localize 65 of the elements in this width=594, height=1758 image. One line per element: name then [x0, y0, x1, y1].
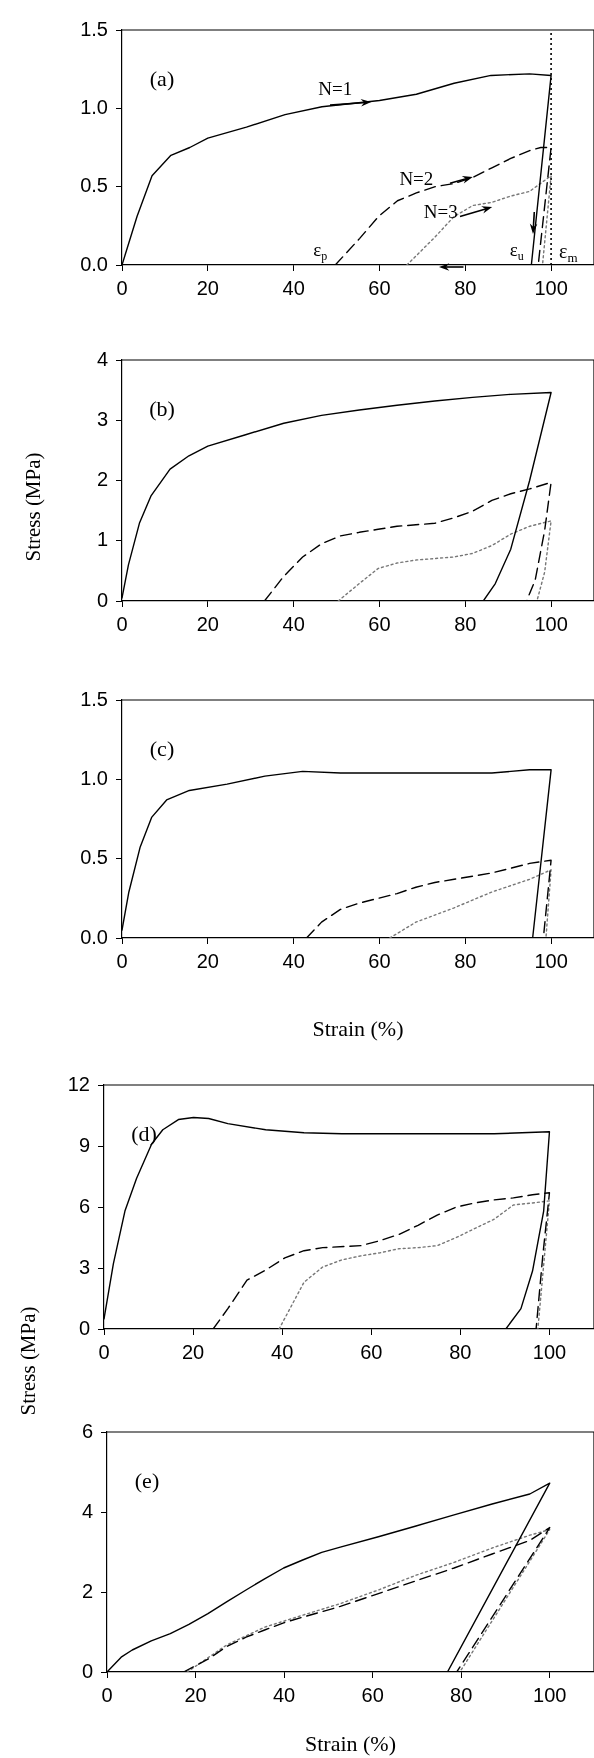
x-tick-label: 40: [282, 612, 305, 635]
y-tick-label: 0.0: [80, 925, 108, 948]
text: (d): [131, 1120, 157, 1146]
x-tick-label: 20: [196, 949, 219, 972]
line-series: [278, 1200, 551, 1329]
x-tick-label: 20: [184, 1683, 207, 1706]
x-tick-label: 20: [196, 612, 219, 635]
y-tick-label: 3: [78, 1255, 90, 1278]
x-tick-label: 100: [533, 1683, 567, 1706]
y-tick-label: 0: [96, 588, 108, 611]
y-tick-label: 0.5: [80, 846, 108, 869]
x-tick-label: 20: [196, 276, 219, 299]
x-tick-label: 40: [282, 949, 305, 972]
x-tick-label: 0: [116, 276, 128, 299]
x-tick-label: 100: [534, 949, 568, 972]
y-tick-label: 1.0: [80, 95, 108, 118]
line-series: [389, 869, 552, 938]
x-tick-label: 60: [360, 1340, 383, 1363]
text: (b): [149, 395, 175, 421]
x-tick-label: 80: [449, 1340, 472, 1363]
y-tick-label: 0.0: [80, 252, 108, 275]
y-tick-label: 0: [78, 1316, 90, 1339]
y-tick-label: 4: [96, 347, 108, 370]
y-tick-label: 4: [81, 1499, 93, 1522]
y-tick-label: 2: [81, 1579, 93, 1602]
x-tick-label: 0: [116, 612, 128, 635]
line-series: [337, 520, 552, 601]
annotation: N=3: [423, 201, 458, 223]
y-tick-label: 12: [67, 1072, 90, 1095]
y-axis-title: Stress (MPa): [20, 452, 46, 562]
x-tick-label: 80: [454, 276, 477, 299]
x-tick-label: 60: [368, 949, 391, 972]
x-tick-label: 80: [454, 949, 477, 972]
x-tick-label: 60: [361, 1683, 384, 1706]
x-tick-label: 40: [282, 276, 305, 299]
text: (e): [134, 1467, 160, 1493]
y-tick-label: 6: [78, 1194, 90, 1217]
x-tick-label: 80: [450, 1683, 473, 1706]
y-tick-label: 1.0: [80, 766, 108, 789]
y-tick-label: 9: [78, 1133, 90, 1156]
y-tick-label: 6: [81, 1419, 93, 1442]
x-tick-label: 80: [454, 612, 477, 635]
x-axis-title: Strain (%): [304, 1730, 397, 1756]
x-tick-label: 100: [534, 276, 568, 299]
x-tick-label: 20: [181, 1340, 205, 1363]
text: (c): [149, 735, 175, 761]
annotation: N=2: [399, 168, 434, 190]
y-tick-label: 0.5: [80, 174, 108, 197]
x-tick-label: 100: [532, 1340, 567, 1363]
x-tick-label: 0: [116, 949, 128, 972]
x-tick-label: 60: [368, 276, 391, 299]
x-tick-label: 60: [368, 612, 391, 635]
y-tick-label: 1.5: [80, 687, 108, 710]
x-axis-title: Strain (%): [312, 1015, 404, 1041]
x-tick-label: 40: [271, 1340, 294, 1363]
y-tick-label: 1: [96, 528, 108, 551]
x-tick-label: 40: [272, 1683, 296, 1706]
annotation: N=1: [318, 77, 353, 99]
y-tick-label: 2: [96, 468, 108, 491]
x-tick-label: 100: [534, 612, 568, 635]
y-tick-label: 1.5: [80, 17, 108, 40]
text: (a): [149, 65, 175, 91]
y-axis-title: Stress (MPa): [15, 1306, 41, 1416]
y-tick-label: 3: [96, 407, 108, 430]
y-tick-label: 0: [81, 1659, 93, 1682]
